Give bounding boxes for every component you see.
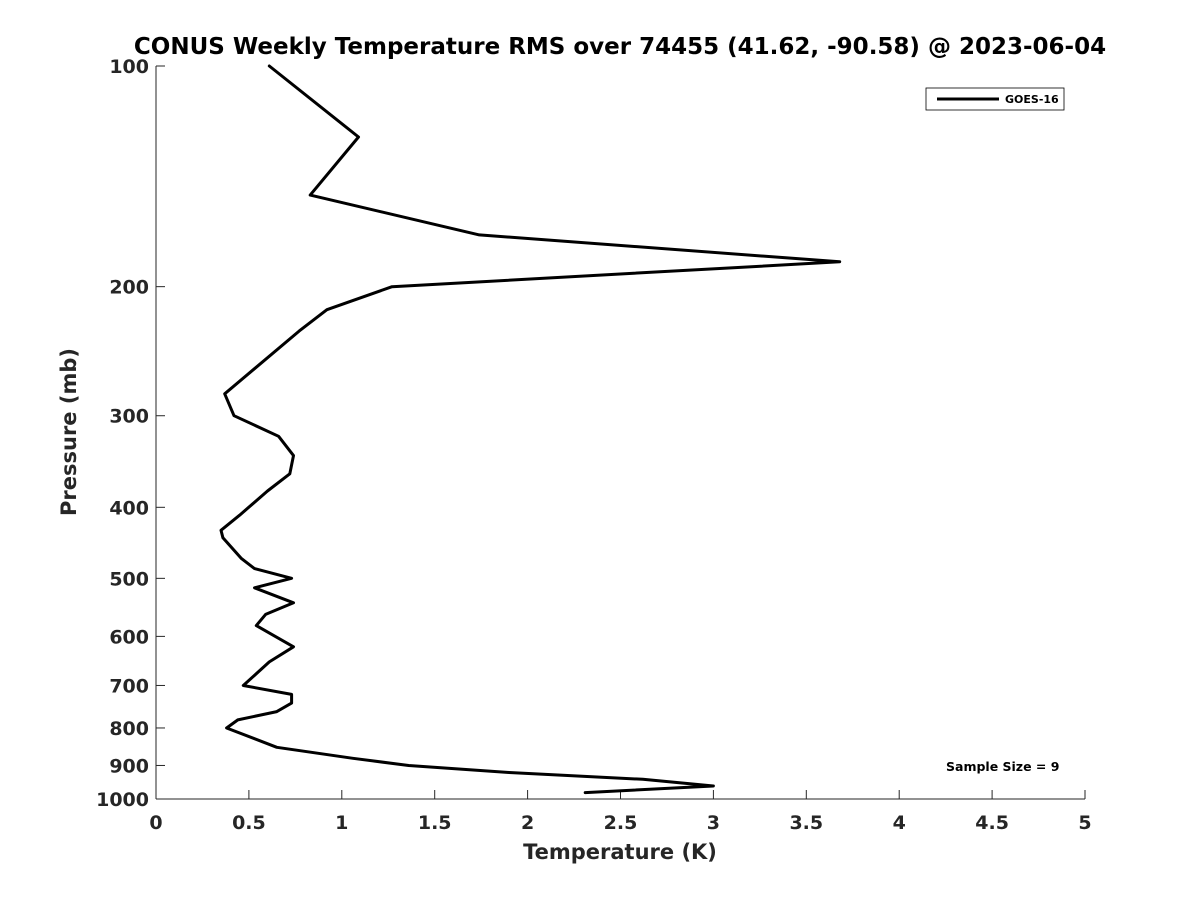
x-tick-label: 2	[521, 812, 534, 834]
axes: 0 0.5 1 1.5 2 2.5 3 3.5 4 4.5 5 100 200 300 400 500 600 7…	[96, 56, 1092, 834]
sample-size-annotation: Sample Size = 9	[946, 759, 1059, 774]
y-tick-label: 400	[109, 497, 149, 519]
x-tick-label: 4.5	[975, 812, 1009, 834]
y-tick-label: 800	[109, 718, 149, 740]
x-tick-label: 0	[149, 812, 162, 834]
x-tick-label: 1.5	[418, 812, 452, 834]
y-axis-label: Pressure (mb)	[57, 348, 81, 516]
x-tick-label: 1	[335, 812, 348, 834]
x-tick-label: 2.5	[604, 812, 638, 834]
y-tick-label: 1000	[96, 789, 149, 811]
series-line-goes-16	[219, 64, 842, 795]
x-tick-label: 0.5	[232, 812, 266, 834]
x-axis-label: Temperature (K)	[523, 840, 717, 864]
y-tick-label: 300	[109, 406, 149, 428]
x-tick-label: 3	[707, 812, 720, 834]
y-tick-label: 600	[109, 626, 149, 648]
x-tick-label: 4	[893, 812, 906, 834]
series-layer	[219, 64, 842, 795]
y-tick-label: 200	[109, 277, 149, 299]
x-tick-label: 5	[1078, 812, 1091, 834]
y-tick-label: 100	[109, 56, 149, 78]
y-tick-label: 700	[109, 675, 149, 697]
x-tick-label: 3.5	[789, 812, 823, 834]
y-tick-label: 500	[109, 568, 149, 590]
legend-label-goes-16: GOES-16	[1005, 93, 1059, 106]
chart-title: CONUS Weekly Temperature RMS over 74455 …	[134, 34, 1106, 60]
y-tick-label: 900	[109, 755, 149, 777]
legend: GOES-16	[925, 87, 1065, 111]
